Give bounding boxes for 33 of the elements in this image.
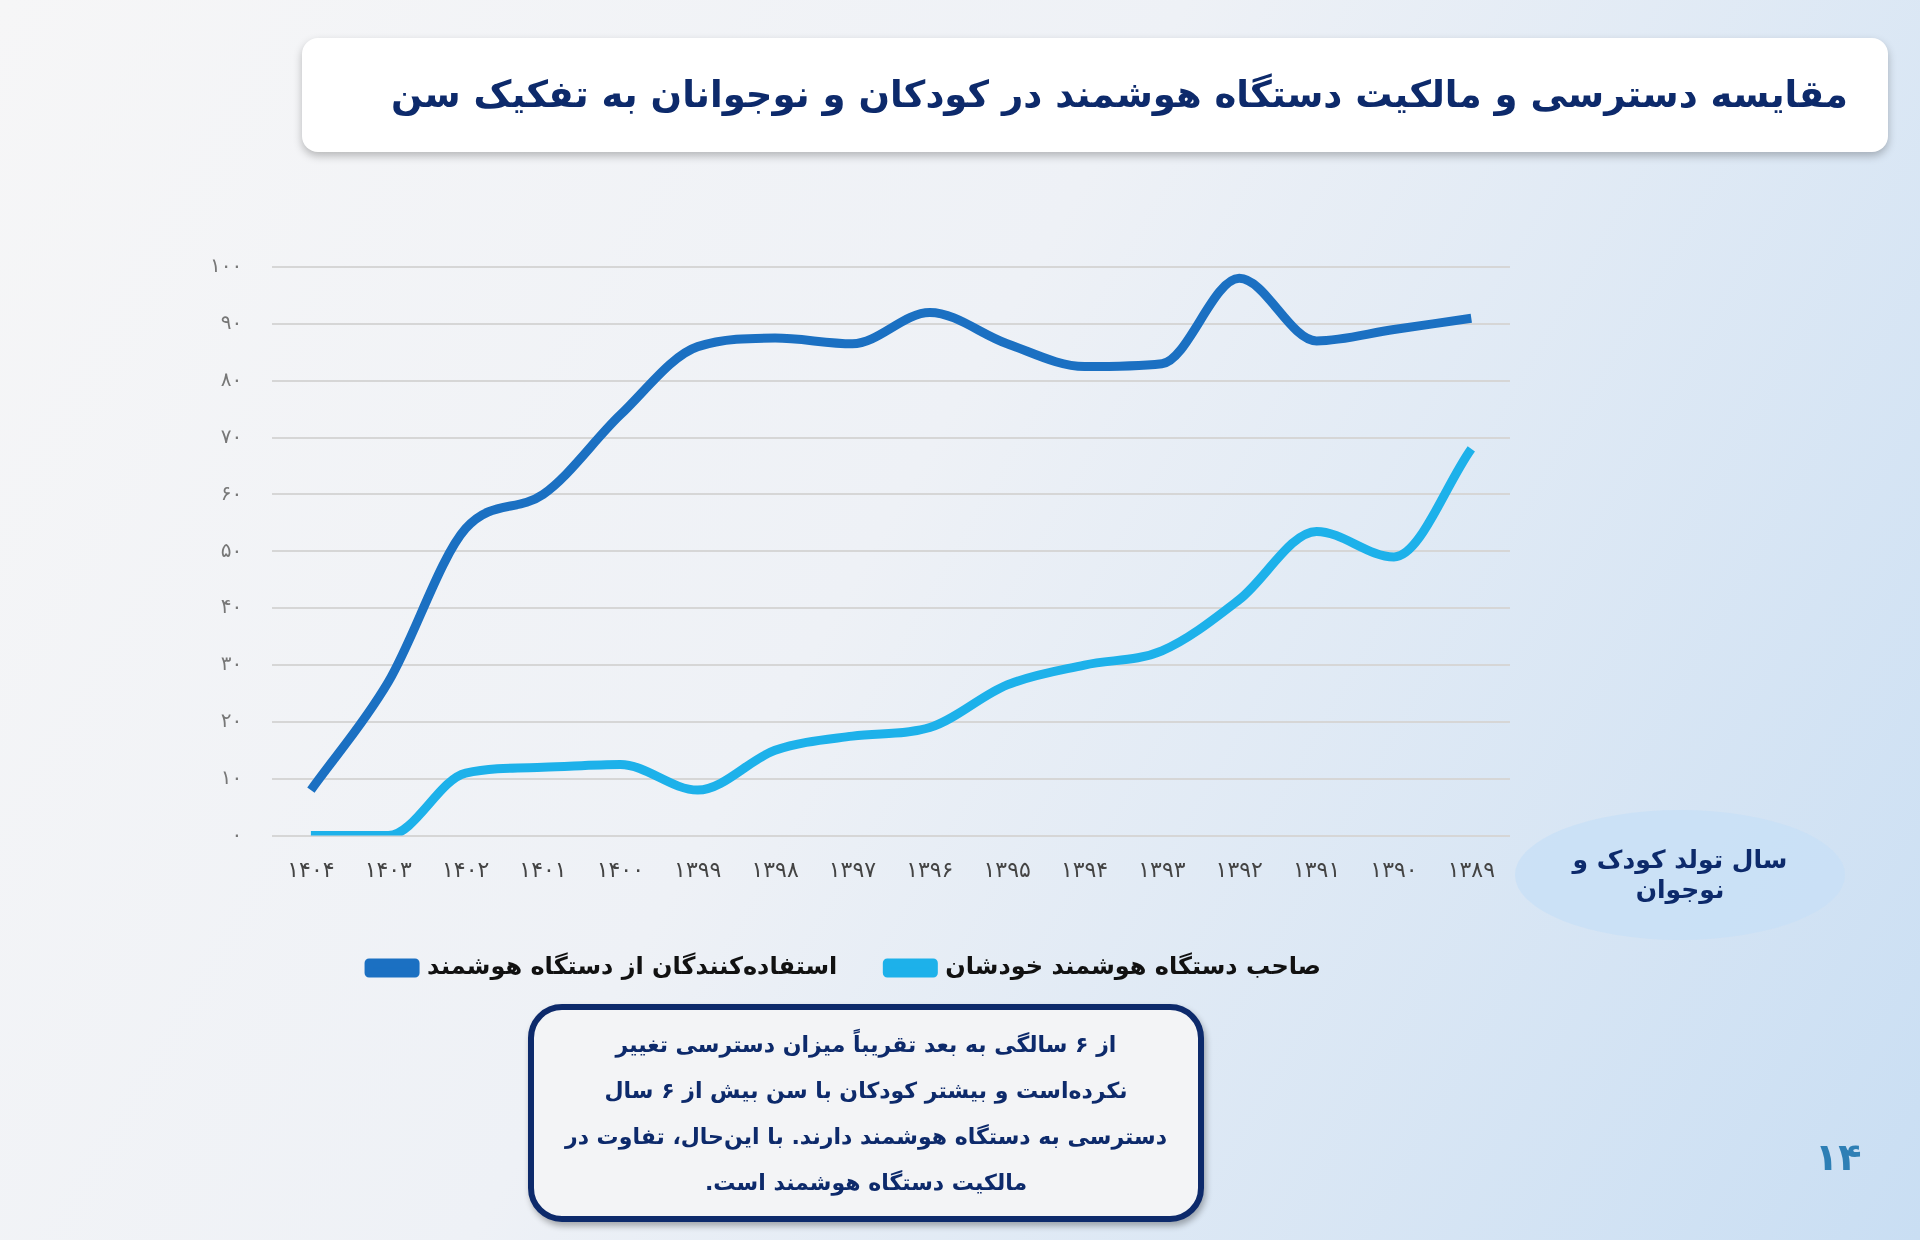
x-tick-label: ۱۴۰۳ [364,856,413,882]
x-tick-label: ۱۳۹۱ [1292,856,1341,882]
x-tick-label: ۱۳۹۰ [1370,856,1418,882]
x-tick-label: ۱۴۰۱ [519,856,567,882]
text: ۱۴ [1815,1135,1862,1179]
chart-title: مقایسه دسترسی و مالکیت دستگاه هوشمند در کودکان و نوجوانان به تفکیک سن [302,38,1888,152]
x-tick-label: ۱۴۰۴ [287,856,335,882]
y-tick-label: ۲۰ [220,708,243,733]
y-tick-label: ۹۰ [220,310,243,335]
x-tick-label: ۱۳۹۵ [983,856,1031,882]
x-tick-label: ۱۳۹۷ [828,856,877,882]
y-tick-label: ۵۰ [220,537,243,562]
x-tick-label: ۱۳۹۲ [1215,856,1263,882]
legend-label: صاحب دستگاه هوشمند خودشان [945,952,1321,981]
x-tick-label: ۱۴۰۲ [442,856,490,882]
x-tick-label: ۱۳۹۳ [1138,856,1186,882]
y-tick-label: ۶۰ [220,480,243,505]
y-tick-label: ۱۰۰ [209,253,243,278]
y-tick-label: ۴۰ [220,594,243,619]
x-axis-title: سال تولد کودک و نوجوان [1515,810,1845,940]
y-tick-label: ۳۰ [220,651,243,676]
x-tick-label: ۱۳۹۶ [906,856,954,882]
y-tick-label: ۱۰ [220,764,243,789]
y-tick-label: ۸۰ [220,366,243,391]
x-tick-label: ۱۳۹۸ [751,856,799,882]
x-tick-label: ۱۳۹۴ [1060,856,1109,882]
legend-label: استفاده‌کنندگان از دستگاه هوشمند [427,952,838,981]
y-tick-label: ۰ [231,821,243,846]
x-tick-label: ۱۳۸۹ [1447,856,1495,882]
y-tick-label: ۷۰ [220,423,243,448]
x-tick-label: ۱۴۰۰ [596,856,644,882]
text: از ۶ سالگی به بعد تقریباً میزان دسترسی تغییر نکرده‌است و بیشتر کودکان با سن بیش از ۶ سال دسترسی به دستگاه هوشمند دارند. با این‌حال، تفاوت در مالکیت دستگاه هوشمند است. [528,1004,1204,1222]
x-tick-label: ۱۳۹۹ [674,856,722,882]
